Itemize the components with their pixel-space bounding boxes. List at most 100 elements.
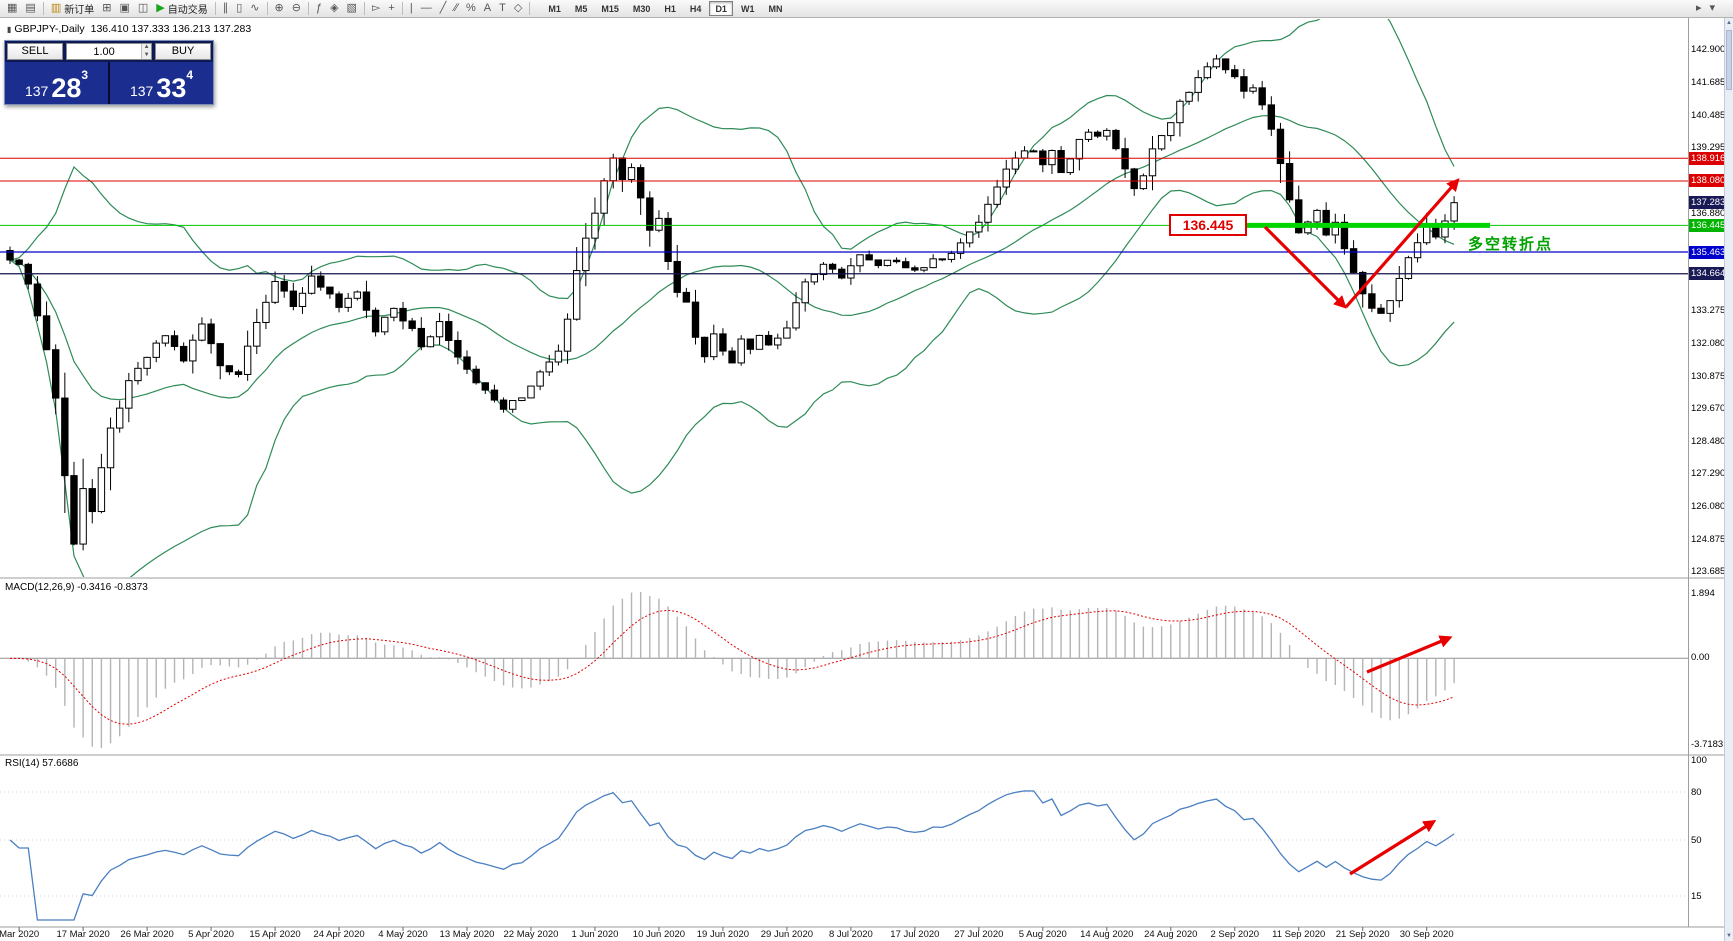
candle-body	[545, 361, 553, 373]
candle-body	[1176, 100, 1184, 124]
candle-body	[225, 365, 234, 373]
toolbar-options-icon[interactable]: ▾	[1705, 1, 1719, 17]
vertical-line-icon[interactable]: |	[406, 1, 417, 17]
candle-body	[563, 318, 572, 352]
candle-body	[801, 281, 809, 304]
new-order-button[interactable]: ▥ 新订单	[47, 1, 98, 17]
date-label-15: 17 Jul 2020	[890, 929, 940, 940]
candle-body	[728, 350, 736, 364]
autotrade-button[interactable]: ▶ 自动交易	[152, 1, 211, 17]
trend-arrow-3[interactable]	[1366, 635, 1453, 674]
cursor-icon[interactable]: ▻	[368, 1, 384, 17]
candle-body	[1167, 122, 1175, 137]
timeframe-d1[interactable]: D1	[709, 1, 733, 16]
scrollbar-thumb[interactable]	[1726, 30, 1732, 90]
chart-shift-icon[interactable]: ▸	[1692, 1, 1706, 17]
channel-icon[interactable]: ∕∕	[450, 1, 462, 17]
zoom-out-icon[interactable]: ⊖	[288, 1, 305, 17]
date-label-18: 14 Aug 2020	[1080, 929, 1134, 940]
timeframe-mn[interactable]: MN	[768, 4, 783, 14]
candle-body	[1112, 129, 1120, 150]
macd-axis-min: -3.7183	[1691, 739, 1724, 750]
bars-mode-icon[interactable]: ∥	[219, 1, 233, 17]
sell-price-pips: 28	[51, 73, 82, 103]
templates-icon[interactable]: ▧	[343, 1, 361, 17]
horizontal-line-icon[interactable]: —	[417, 1, 436, 17]
timeframe-w1[interactable]: W1	[740, 4, 755, 14]
sell-price[interactable]: 137 28 3	[5, 62, 108, 104]
candle-body	[152, 342, 160, 358]
label-icon[interactable]: T	[495, 1, 510, 17]
zoom-in-icon[interactable]: ⊕	[271, 1, 288, 17]
sell-button[interactable]: SELL	[7, 43, 63, 60]
trend-arrow-4[interactable]	[1349, 819, 1437, 876]
candle-body	[463, 356, 471, 370]
bars-mode-icon: ∥	[222, 2, 229, 14]
candle-body	[1157, 135, 1166, 150]
candle-body	[15, 259, 23, 265]
buy-price[interactable]: 137 33 4	[110, 62, 213, 104]
objects-icon[interactable]: ◈	[326, 1, 342, 17]
candle-body	[956, 242, 965, 254]
shapes-icon[interactable]: ◇	[510, 1, 526, 17]
candle-body	[170, 335, 179, 347]
volume-stepper: ▲ ▼	[66, 43, 152, 60]
candle-body	[1029, 150, 1038, 153]
timeframe-h1[interactable]: H1	[664, 4, 676, 14]
price-label-124.875: 124.875	[1691, 533, 1726, 545]
timeframe-m5[interactable]: M5	[574, 4, 588, 14]
scrollbar-down-icon[interactable]: ▼	[1726, 933, 1732, 939]
candle-body	[1011, 157, 1020, 170]
candle-body	[710, 333, 718, 358]
candle-body	[874, 259, 882, 267]
line-mode-icon: ∿	[250, 2, 260, 14]
timeframe-m1[interactable]: M1	[548, 4, 561, 14]
text-icon[interactable]: A	[480, 1, 495, 17]
volume-down-icon[interactable]: ▼	[142, 51, 151, 59]
trend-arrow-1[interactable]	[1263, 225, 1347, 309]
candle-body	[189, 339, 197, 362]
trendline-icon[interactable]: ╱	[436, 1, 451, 17]
timeframe-m30[interactable]: M30	[632, 4, 651, 14]
timeframe-m15[interactable]: M15	[601, 4, 619, 14]
candle-body	[1395, 277, 1403, 302]
vertical-scrollbar[interactable]: ▲ ▼	[1724, 18, 1733, 941]
chart-window-icon[interactable]: ⊞	[98, 1, 115, 17]
candle-body	[52, 349, 60, 399]
candle-body	[134, 367, 142, 382]
toolbar-separator	[266, 2, 268, 15]
candle-body	[1212, 58, 1221, 68]
candle-body	[1413, 242, 1422, 259]
cascade-windows-icon[interactable]: ◫	[134, 1, 152, 17]
volume-up-icon[interactable]: ▲	[142, 44, 151, 52]
profiles-icon[interactable]: ▤	[21, 1, 39, 17]
price-label-142.900: 142.900	[1691, 44, 1726, 55]
candles-mode-icon[interactable]: ▯	[232, 1, 246, 17]
candle-body	[1295, 199, 1303, 234]
new-chart-icon[interactable]: ▦	[3, 1, 21, 17]
candle-body	[883, 259, 892, 267]
candle-body	[1285, 163, 1294, 201]
volume-input[interactable]	[67, 44, 142, 59]
shapes-icon: ◇	[513, 2, 523, 14]
candle-body	[1322, 209, 1330, 236]
line-mode-icon[interactable]: ∿	[246, 1, 263, 17]
new-order-button: ▥	[50, 2, 62, 14]
trend-arrow-2[interactable]	[1344, 178, 1460, 309]
candle-body	[1267, 104, 1276, 130]
indicators-icon[interactable]: ƒ	[312, 1, 326, 17]
buy-price-point: 4	[186, 67, 194, 82]
buy-button[interactable]: BUY	[155, 43, 211, 60]
crosshair-icon[interactable]: +	[384, 1, 398, 17]
candle-body	[399, 307, 407, 322]
toolbar-separator	[401, 2, 403, 15]
fibonacci-icon[interactable]: %	[462, 1, 480, 17]
main-price-pane[interactable]	[6, 3, 1458, 599]
scrollbar-up-icon[interactable]: ▲	[1726, 20, 1732, 26]
timeframe-h4[interactable]: H4	[689, 4, 702, 14]
candle-body	[673, 260, 681, 293]
tile-windows-icon[interactable]: ▣	[115, 1, 133, 17]
candle-body	[79, 488, 87, 545]
candle-body	[1276, 128, 1285, 165]
